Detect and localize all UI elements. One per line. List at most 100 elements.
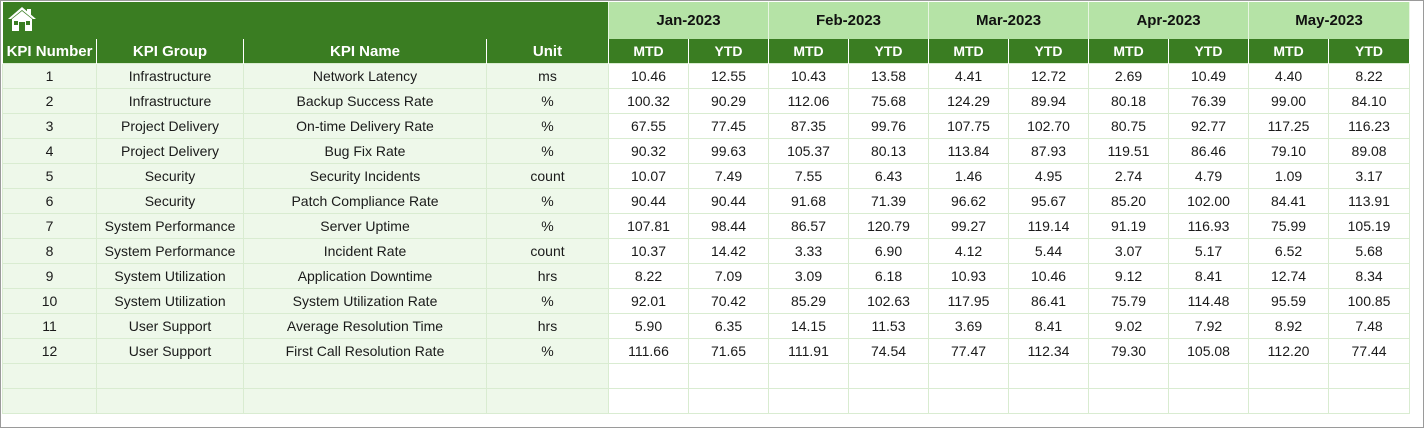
cell-ytd-value[interactable]: 3.17 [1328,163,1411,189]
empty-cell[interactable] [1088,363,1170,389]
cell-kpi-name[interactable]: Average Resolution Time [243,313,487,339]
cell-ytd-value[interactable]: 116.93 [1168,213,1250,239]
cell-unit[interactable]: count [486,238,609,264]
cell-mtd-value[interactable]: 95.59 [1248,288,1330,314]
cell-mtd-value[interactable]: 112.06 [768,88,849,114]
cell-ytd-value[interactable]: 77.44 [1328,338,1411,364]
cell-unit[interactable]: % [486,88,609,114]
cell-mtd-value[interactable]: 86.57 [768,213,849,239]
cell-unit[interactable]: % [486,338,609,364]
cell-mtd-value[interactable]: 7.55 [768,163,849,189]
cell-ytd-value[interactable]: 12.55 [688,63,769,89]
cell-mtd-value[interactable]: 3.09 [768,263,849,289]
cell-ytd-value[interactable]: 87.93 [1008,138,1090,164]
cell-mtd-value[interactable]: 2.74 [1088,163,1170,189]
cell-ytd-value[interactable]: 7.92 [1168,313,1250,339]
cell-ytd-value[interactable]: 8.22 [1328,63,1411,89]
cell-mtd-value[interactable]: 2.69 [1088,63,1170,89]
cell-mtd-value[interactable]: 107.75 [928,113,1010,139]
cell-mtd-value[interactable]: 4.12 [928,238,1010,264]
cell-mtd-value[interactable]: 3.33 [768,238,849,264]
cell-ytd-value[interactable]: 8.41 [1168,263,1250,289]
empty-cell[interactable] [486,388,609,414]
cell-kpi-group[interactable]: System Performance [96,238,244,264]
empty-cell[interactable] [928,388,1010,414]
cell-ytd-value[interactable]: 7.48 [1328,313,1411,339]
cell-kpi-number[interactable]: 9 [2,263,97,289]
cell-mtd-value[interactable]: 4.41 [928,63,1010,89]
cell-mtd-value[interactable]: 1.09 [1248,163,1330,189]
cell-kpi-group[interactable]: System Utilization [96,263,244,289]
cell-mtd-value[interactable]: 96.62 [928,188,1010,214]
empty-cell[interactable] [1328,363,1411,389]
cell-mtd-value[interactable]: 77.47 [928,338,1010,364]
home-icon[interactable] [7,5,37,36]
cell-ytd-value[interactable]: 6.43 [847,163,930,189]
cell-ytd-value[interactable]: 74.54 [847,338,930,364]
cell-mtd-value[interactable]: 119.51 [1088,138,1170,164]
cell-kpi-name[interactable]: Incident Rate [243,238,487,264]
cell-ytd-value[interactable]: 105.08 [1168,338,1250,364]
empty-cell[interactable] [2,388,97,414]
cell-mtd-value[interactable]: 117.95 [928,288,1010,314]
cell-ytd-value[interactable]: 12.72 [1008,63,1090,89]
cell-unit[interactable]: % [486,138,609,164]
cell-mtd-value[interactable]: 90.32 [608,138,689,164]
cell-kpi-group[interactable]: Security [96,188,244,214]
cell-mtd-value[interactable]: 90.44 [608,188,689,214]
cell-mtd-value[interactable]: 67.55 [608,113,689,139]
cell-kpi-name[interactable]: Bug Fix Rate [243,138,487,164]
cell-mtd-value[interactable]: 111.91 [768,338,849,364]
cell-mtd-value[interactable]: 1.46 [928,163,1010,189]
cell-kpi-name[interactable]: Security Incidents [243,163,487,189]
cell-kpi-number[interactable]: 8 [2,238,97,264]
cell-mtd-value[interactable]: 99.00 [1248,88,1330,114]
cell-mtd-value[interactable]: 10.37 [608,238,689,264]
cell-kpi-number[interactable]: 3 [2,113,97,139]
cell-mtd-value[interactable]: 12.74 [1248,263,1330,289]
empty-cell[interactable] [486,363,609,389]
empty-cell[interactable] [688,388,769,414]
cell-ytd-value[interactable]: 5.68 [1328,238,1411,264]
cell-mtd-value[interactable]: 113.84 [928,138,1010,164]
cell-kpi-number[interactable]: 6 [2,188,97,214]
cell-ytd-value[interactable]: 102.70 [1008,113,1090,139]
cell-kpi-name[interactable]: First Call Resolution Rate [243,338,487,364]
empty-cell[interactable] [847,388,930,414]
cell-mtd-value[interactable]: 10.43 [768,63,849,89]
cell-mtd-value[interactable]: 92.01 [608,288,689,314]
cell-mtd-value[interactable]: 107.81 [608,213,689,239]
cell-mtd-value[interactable]: 91.68 [768,188,849,214]
empty-cell[interactable] [847,363,930,389]
empty-cell[interactable] [768,363,849,389]
cell-mtd-value[interactable]: 91.19 [1088,213,1170,239]
cell-unit[interactable]: % [486,113,609,139]
cell-ytd-value[interactable]: 86.41 [1008,288,1090,314]
cell-ytd-value[interactable]: 6.90 [847,238,930,264]
cell-mtd-value[interactable]: 85.20 [1088,188,1170,214]
cell-kpi-group[interactable]: Project Delivery [96,138,244,164]
cell-kpi-name[interactable]: Application Downtime [243,263,487,289]
cell-ytd-value[interactable]: 112.34 [1008,338,1090,364]
cell-ytd-value[interactable]: 10.49 [1168,63,1250,89]
cell-kpi-number[interactable]: 11 [2,313,97,339]
empty-cell[interactable] [2,363,97,389]
empty-cell[interactable] [608,388,689,414]
cell-mtd-value[interactable]: 84.41 [1248,188,1330,214]
cell-ytd-value[interactable]: 98.44 [688,213,769,239]
cell-kpi-name[interactable]: System Utilization Rate [243,288,487,314]
cell-kpi-group[interactable]: Security [96,163,244,189]
cell-mtd-value[interactable]: 3.69 [928,313,1010,339]
cell-mtd-value[interactable]: 3.07 [1088,238,1170,264]
empty-cell[interactable] [688,363,769,389]
empty-cell[interactable] [768,388,849,414]
cell-kpi-group[interactable]: Infrastructure [96,88,244,114]
cell-mtd-value[interactable]: 79.10 [1248,138,1330,164]
cell-ytd-value[interactable]: 90.44 [688,188,769,214]
cell-ytd-value[interactable]: 4.95 [1008,163,1090,189]
cell-kpi-group[interactable]: Project Delivery [96,113,244,139]
cell-kpi-name[interactable]: Server Uptime [243,213,487,239]
empty-cell[interactable] [243,388,487,414]
cell-ytd-value[interactable]: 70.42 [688,288,769,314]
empty-cell[interactable] [608,363,689,389]
